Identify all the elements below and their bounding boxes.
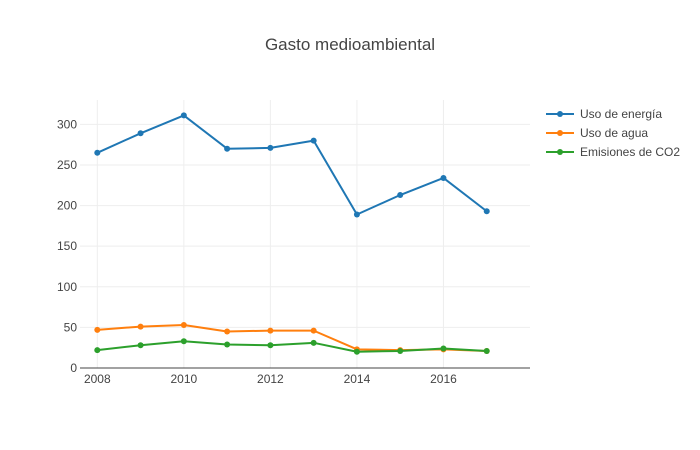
legend-marker [557,149,563,155]
y-tick-label: 200 [57,199,77,213]
x-tick-label: 2010 [170,372,197,386]
data-point[interactable] [137,323,144,330]
legend-label: Uso de energía [580,107,662,121]
series-line [97,340,487,353]
data-point[interactable] [224,145,231,152]
series-layer [94,112,490,355]
y-tick-label: 50 [64,320,78,334]
data-point[interactable] [440,174,447,181]
data-point[interactable] [267,144,274,151]
data-point[interactable] [310,137,317,144]
legend-item[interactable]: Uso de energía [546,107,662,121]
data-point[interactable] [440,345,447,352]
data-point[interactable] [94,347,101,354]
data-point[interactable] [353,348,360,355]
data-point[interactable] [310,327,317,334]
legend[interactable]: Uso de energía Uso de agua Emisiones de CO… [546,107,680,159]
data-point[interactable] [180,112,187,119]
data-point[interactable] [483,347,490,354]
x-tick-label: 2014 [344,372,371,386]
data-point[interactable] [397,347,404,354]
x-tick-label: 2016 [430,372,457,386]
legend-item[interactable]: Emisiones de CO2 [546,145,680,159]
data-point[interactable] [267,327,274,334]
chart-title: Gasto medioambiental [265,35,435,54]
y-tick-label: 250 [57,158,77,172]
data-point[interactable] [94,326,101,333]
series-group [94,112,490,218]
data-point[interactable] [137,130,144,137]
data-point[interactable] [180,321,187,328]
legend-item[interactable]: Uso de agua [546,126,648,140]
data-point[interactable] [94,149,101,156]
x-tick-label: 2008 [84,372,111,386]
legend-label: Emisiones de CO2 [580,145,680,159]
legend-marker [557,111,563,117]
legend-label: Uso de agua [580,126,648,140]
x-tick-label: 2012 [257,372,284,386]
data-point[interactable] [310,339,317,346]
axes-layer: 0 50 100 150 200 250 300 2008 2010 2012 2014 2016 [57,117,530,386]
y-tick-label: 100 [57,280,77,294]
y-tick-label: 0 [70,361,77,375]
data-point[interactable] [180,338,187,345]
series-line [96,114,488,216]
data-point[interactable] [224,328,231,335]
data-point[interactable] [397,192,404,199]
y-tick-label: 150 [57,239,77,253]
data-point[interactable] [267,342,274,349]
data-point[interactable] [353,211,360,218]
series-group [94,338,490,355]
data-point[interactable] [483,208,490,215]
grid-layer [80,100,530,368]
data-point[interactable] [137,342,144,349]
y-tick-label: 300 [57,117,77,131]
data-point[interactable] [224,341,231,348]
series-line [97,323,487,352]
legend-marker [557,130,563,136]
